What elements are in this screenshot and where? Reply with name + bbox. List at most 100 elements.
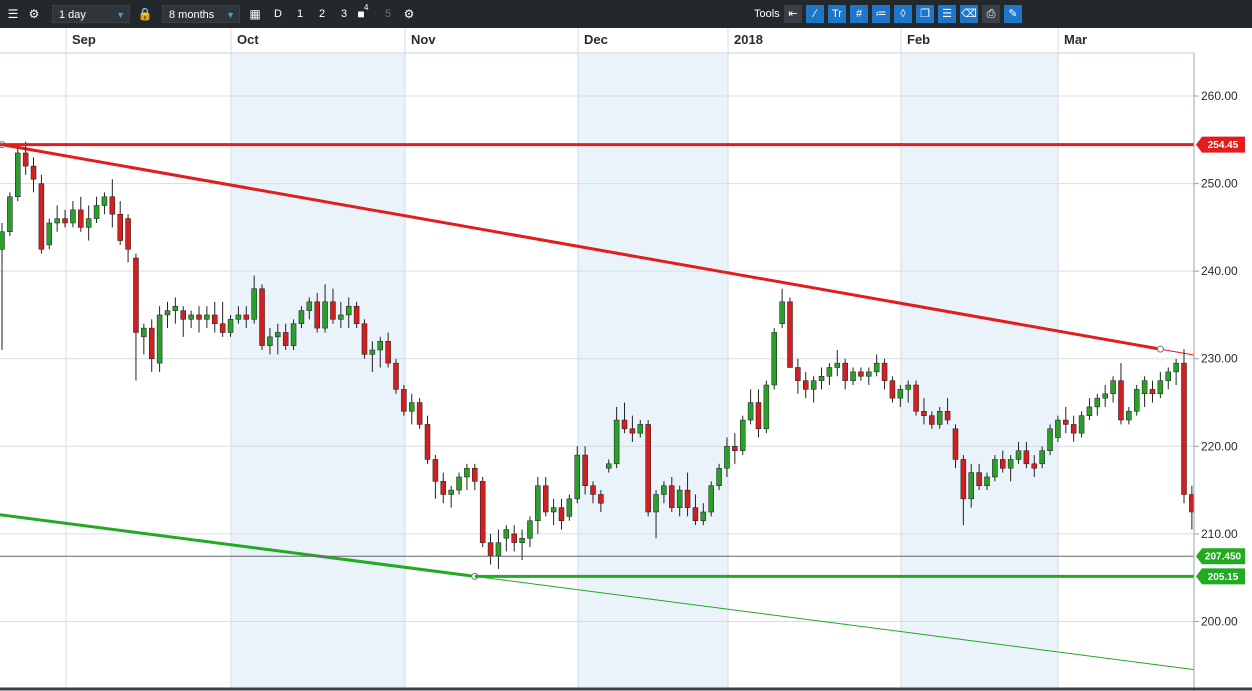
candle-up bbox=[1047, 428, 1053, 451]
candle-up bbox=[826, 367, 833, 377]
candle-down bbox=[558, 507, 565, 521]
candle-up bbox=[141, 327, 147, 338]
grid-tool-icon[interactable]: # bbox=[850, 5, 868, 23]
candle-up bbox=[448, 489, 454, 495]
candle-up bbox=[377, 340, 383, 351]
candle-down bbox=[180, 310, 186, 320]
grid-lines bbox=[0, 28, 1194, 688]
candle-down bbox=[1000, 459, 1006, 469]
candle-up bbox=[850, 371, 856, 381]
range-button-1[interactable]: 1 bbox=[296, 8, 304, 20]
candle-up bbox=[984, 476, 990, 486]
candle-down bbox=[212, 314, 218, 324]
candle-up bbox=[747, 402, 754, 421]
candle-up bbox=[503, 529, 510, 539]
edit-settings-icon[interactable]: ✎ bbox=[1004, 5, 1022, 23]
interval-select[interactable]: 1 day ▼ bbox=[52, 5, 130, 23]
candle-up bbox=[7, 196, 13, 233]
candle-up bbox=[724, 446, 730, 469]
chevron-down-icon: ▼ bbox=[116, 10, 125, 20]
candle-up bbox=[1007, 459, 1014, 469]
candle-up bbox=[905, 384, 911, 390]
candle-up bbox=[204, 314, 210, 320]
chart-settings-icon[interactable]: ⚙ bbox=[403, 7, 415, 21]
candle-down bbox=[629, 428, 636, 434]
candle-down bbox=[401, 389, 407, 412]
month-label-feb: Feb bbox=[907, 32, 930, 47]
price-badge bbox=[1196, 548, 1245, 565]
candle-down bbox=[582, 454, 588, 486]
price-lines[interactable] bbox=[0, 143, 1194, 578]
menu-icon[interactable]: ☰ bbox=[7, 7, 19, 21]
candle-up bbox=[897, 389, 904, 399]
candle-down bbox=[669, 485, 675, 508]
candle-down bbox=[944, 411, 951, 421]
month-shade-band bbox=[578, 54, 728, 688]
candle-up bbox=[464, 467, 470, 478]
candle-down bbox=[921, 411, 927, 416]
pattern-tool-icon[interactable]: ☰ bbox=[938, 5, 956, 23]
print-icon[interactable]: ⎙ bbox=[982, 5, 1000, 23]
candle-up bbox=[456, 476, 462, 491]
fibonacci-tool-icon[interactable]: ≔ bbox=[872, 5, 890, 23]
candle-down bbox=[803, 380, 809, 390]
candle-down bbox=[117, 214, 123, 241]
range-button-4[interactable]: 4 bbox=[364, 3, 369, 12]
candlestick-chart[interactable]: Sep Oct Nov Dec 2018 Feb Mar 260.00 250.00 240.0… bbox=[0, 28, 1252, 691]
candle-down bbox=[645, 424, 651, 513]
support-trendline[interactable] bbox=[0, 512, 475, 578]
candle-up bbox=[866, 371, 872, 377]
candle-up bbox=[93, 205, 100, 219]
candle-up bbox=[566, 498, 573, 517]
settings-gear-icon[interactable]: ⚙ bbox=[28, 7, 40, 21]
candle-down bbox=[353, 305, 360, 324]
candle-down bbox=[1118, 380, 1124, 421]
candle-up bbox=[164, 310, 171, 316]
candle-down bbox=[889, 380, 896, 399]
candle-down bbox=[1031, 463, 1038, 469]
candle-down bbox=[487, 542, 494, 557]
candle-down bbox=[330, 301, 336, 320]
month-shade-band bbox=[901, 54, 1058, 688]
candle-down bbox=[424, 424, 431, 460]
candle-down bbox=[416, 402, 423, 425]
line-tool-icon[interactable]: ∕ bbox=[806, 5, 824, 23]
marker-tool-icon[interactable]: ◊ bbox=[894, 5, 912, 23]
range-button-d[interactable]: D bbox=[274, 8, 282, 20]
text-tool-icon[interactable]: Tr bbox=[828, 5, 846, 23]
candle-up bbox=[1165, 371, 1171, 381]
calendar-icon[interactable]: ▦ bbox=[249, 7, 261, 21]
candle-up bbox=[550, 507, 557, 513]
candle-up bbox=[1078, 415, 1085, 434]
candle-up bbox=[235, 314, 242, 320]
range-button-3[interactable]: 3 bbox=[340, 8, 348, 20]
candle-up bbox=[1094, 397, 1101, 408]
candle-down bbox=[692, 507, 699, 521]
price-badges: 254.45 207.450 205.15 bbox=[1196, 136, 1245, 585]
candle-up bbox=[1126, 411, 1132, 421]
range-button-2[interactable]: 2 bbox=[318, 8, 326, 20]
candle-down bbox=[385, 340, 391, 364]
candle-up bbox=[227, 319, 234, 333]
lock-icon[interactable]: 🔒 bbox=[137, 7, 153, 21]
range-select[interactable]: 8 months ▼ bbox=[162, 5, 240, 23]
eraser-tool-icon[interactable]: ⌫ bbox=[960, 5, 978, 23]
shape-tool-icon[interactable]: ❐ bbox=[916, 5, 934, 23]
price-tick-label: 250.00 bbox=[1201, 177, 1238, 191]
candle-up bbox=[46, 222, 53, 246]
candle-up bbox=[267, 336, 273, 346]
range-button-5[interactable]: 5 bbox=[384, 8, 392, 20]
candle-down bbox=[393, 362, 399, 390]
candle-down bbox=[472, 467, 478, 482]
tools-label: Tools bbox=[754, 8, 780, 20]
back-arrow-icon[interactable]: ⇤ bbox=[784, 5, 802, 23]
resistance-anchor-handle[interactable] bbox=[1156, 345, 1164, 353]
candle-up bbox=[172, 305, 179, 311]
save-icon[interactable]: ■ bbox=[357, 7, 365, 21]
candle-down bbox=[929, 415, 935, 425]
candle-down bbox=[795, 367, 801, 381]
resistance-trendline[interactable] bbox=[1, 143, 1161, 351]
candle-up bbox=[156, 314, 163, 364]
candle-up bbox=[1086, 406, 1093, 416]
candle-up bbox=[1133, 389, 1140, 412]
